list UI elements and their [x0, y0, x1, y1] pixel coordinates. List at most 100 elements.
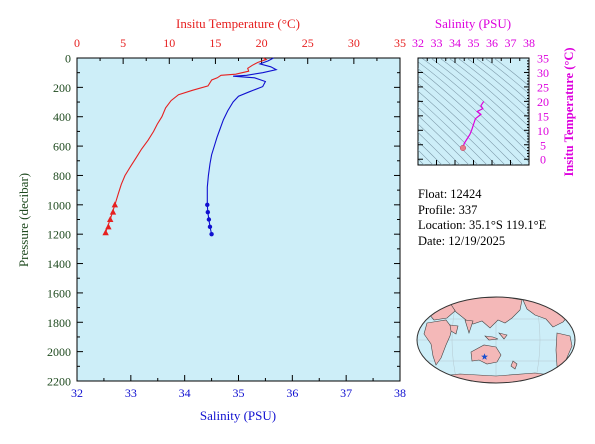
temperature-tick-label: 5 [120, 36, 126, 50]
salinity-sample-marker [205, 202, 210, 208]
density-contour [418, 149, 434, 165]
ts-salinity-tick-label: 37 [505, 36, 517, 50]
ts-temperature-tick-label: 15 [537, 109, 549, 123]
ts-salinity-tick-label: 34 [449, 36, 461, 50]
float-location-marker [481, 353, 488, 360]
temperature-tick-label: 25 [302, 36, 314, 50]
salinity-tick-label: 33 [125, 386, 137, 400]
temperature-sample-marker [105, 223, 112, 230]
salinity-profile-line [206, 57, 278, 235]
temperature-tick-label: 30 [348, 36, 360, 50]
salinity-tick-label: 34 [179, 386, 191, 400]
ts-temperature-tick-label: 5 [540, 138, 546, 152]
ts-curve [459, 101, 485, 151]
density-contour [484, 58, 529, 95]
temperature-axis: 0 5 10 15 20 25 30 35 [74, 36, 406, 64]
pressure-axis-right [394, 57, 400, 382]
ts-temperature-tick-label: 20 [537, 95, 549, 109]
temperature-tick-label: 15 [209, 36, 221, 50]
ts-salinity-tick-label: 33 [431, 36, 443, 50]
ts-salinity-tick-label: 38 [523, 36, 535, 50]
density-contour [418, 68, 524, 165]
map-markers [481, 353, 488, 360]
density-contour [448, 58, 529, 128]
pressure-axis-title: Pressure (decibar) [16, 173, 31, 267]
float-location: Location: 35.1°S 119.1°E [418, 218, 547, 232]
ts-temperature-tick-label: 35 [537, 52, 549, 66]
salinity-tick-label: 36 [286, 386, 298, 400]
salinity-tick-label: 38 [394, 386, 406, 400]
pressure-tick-label: 1400 [47, 257, 71, 271]
ts-salinity-tick-label: 32 [412, 36, 424, 50]
salinity-sample-marker [209, 231, 214, 237]
profile-number: Profile: 337 [418, 202, 478, 217]
pressure-tick-label: 2200 [47, 375, 71, 389]
ts-temperature-tick-label: 10 [537, 124, 549, 138]
temperature-tick-label: 20 [256, 36, 268, 50]
density-contour [418, 75, 515, 165]
temperature-sample-marker [102, 229, 109, 236]
salinity-sample-marker [205, 209, 211, 215]
ts-temperature-tick-label: 30 [537, 66, 549, 80]
salinity-tick-label: 32 [71, 386, 83, 400]
salinity-tick-label: 37 [340, 386, 352, 400]
pressure-tick-label: 0 [65, 52, 71, 66]
temperature-profile-line [105, 57, 268, 233]
temperature-tick-label: 35 [394, 36, 406, 50]
ts-temperature-title: Insitu Temperature (°C) [562, 47, 576, 176]
density-contour [418, 115, 470, 165]
pressure-tick-label: 400 [53, 110, 71, 124]
profile-date: Date: 12/19/2025 [418, 233, 506, 248]
ts-temperature-tick-label: 0 [540, 153, 546, 167]
salinity-tick-label: 35 [233, 386, 245, 400]
temperature-sample-marker [107, 216, 114, 222]
density-contour [418, 123, 461, 165]
ts-salinity-tick-label: 35 [468, 36, 480, 50]
location-map [416, 296, 576, 384]
profile-plot: 0200400600800100012001400160018002000220… [16, 16, 406, 423]
ts-line [462, 101, 485, 149]
pressure-tick-label: 1800 [47, 316, 71, 330]
density-contour [421, 58, 529, 154]
ts-salinity-tick-label: 36 [486, 36, 498, 50]
density-contour [418, 106, 479, 165]
pressure-tick-label: 1600 [47, 286, 71, 300]
profile-plot-area [76, 57, 401, 382]
pressure-tick-label: 1000 [47, 198, 71, 212]
temperature-axis-title: Insitu Temperature (°C) [176, 16, 300, 31]
density-contours [418, 58, 529, 165]
density-contour [418, 90, 497, 165]
density-contour [475, 58, 529, 103]
density-contour [493, 58, 529, 87]
pressure-tick-label: 2000 [47, 345, 71, 359]
temperature-sample-marker [109, 208, 117, 215]
salinity-sample-marker [206, 217, 212, 222]
density-contour [457, 58, 529, 119]
map-border [416, 296, 576, 384]
pressure-tick-label: 200 [53, 81, 71, 95]
profile-lines [102, 57, 278, 237]
temperature-tick-label: 0 [74, 36, 80, 50]
ts-salinity-title: Salinity (PSU) [435, 16, 511, 31]
density-contour [418, 140, 443, 165]
float-id: Float: 12424 [418, 187, 482, 201]
salinity-axis-title: Salinity (PSU) [200, 408, 276, 423]
ts-end-marker [459, 144, 467, 151]
salinity-sample-marker [207, 224, 213, 230]
pressure-axis: 0 200 400 600 800 1000 1200 1400 1600 1800 2000 220… [47, 52, 83, 389]
density-contour [466, 58, 529, 111]
temperature-tick-label: 10 [163, 36, 175, 50]
pressure-tick-label: 1200 [47, 228, 71, 242]
ts-temperature-tick-label: 25 [537, 80, 549, 94]
float-info: Float: 12424 Profile: 337 Location: 35.1… [418, 187, 546, 249]
salinity-axis: 32 33 34 35 36 37 38 [71, 375, 406, 400]
density-contour [418, 83, 506, 165]
density-contour [418, 61, 529, 163]
temperature-sample-marker [111, 201, 119, 208]
pressure-tick-label: 600 [53, 140, 71, 154]
pressure-tick-label: 800 [53, 169, 71, 183]
density-contour [418, 132, 452, 165]
